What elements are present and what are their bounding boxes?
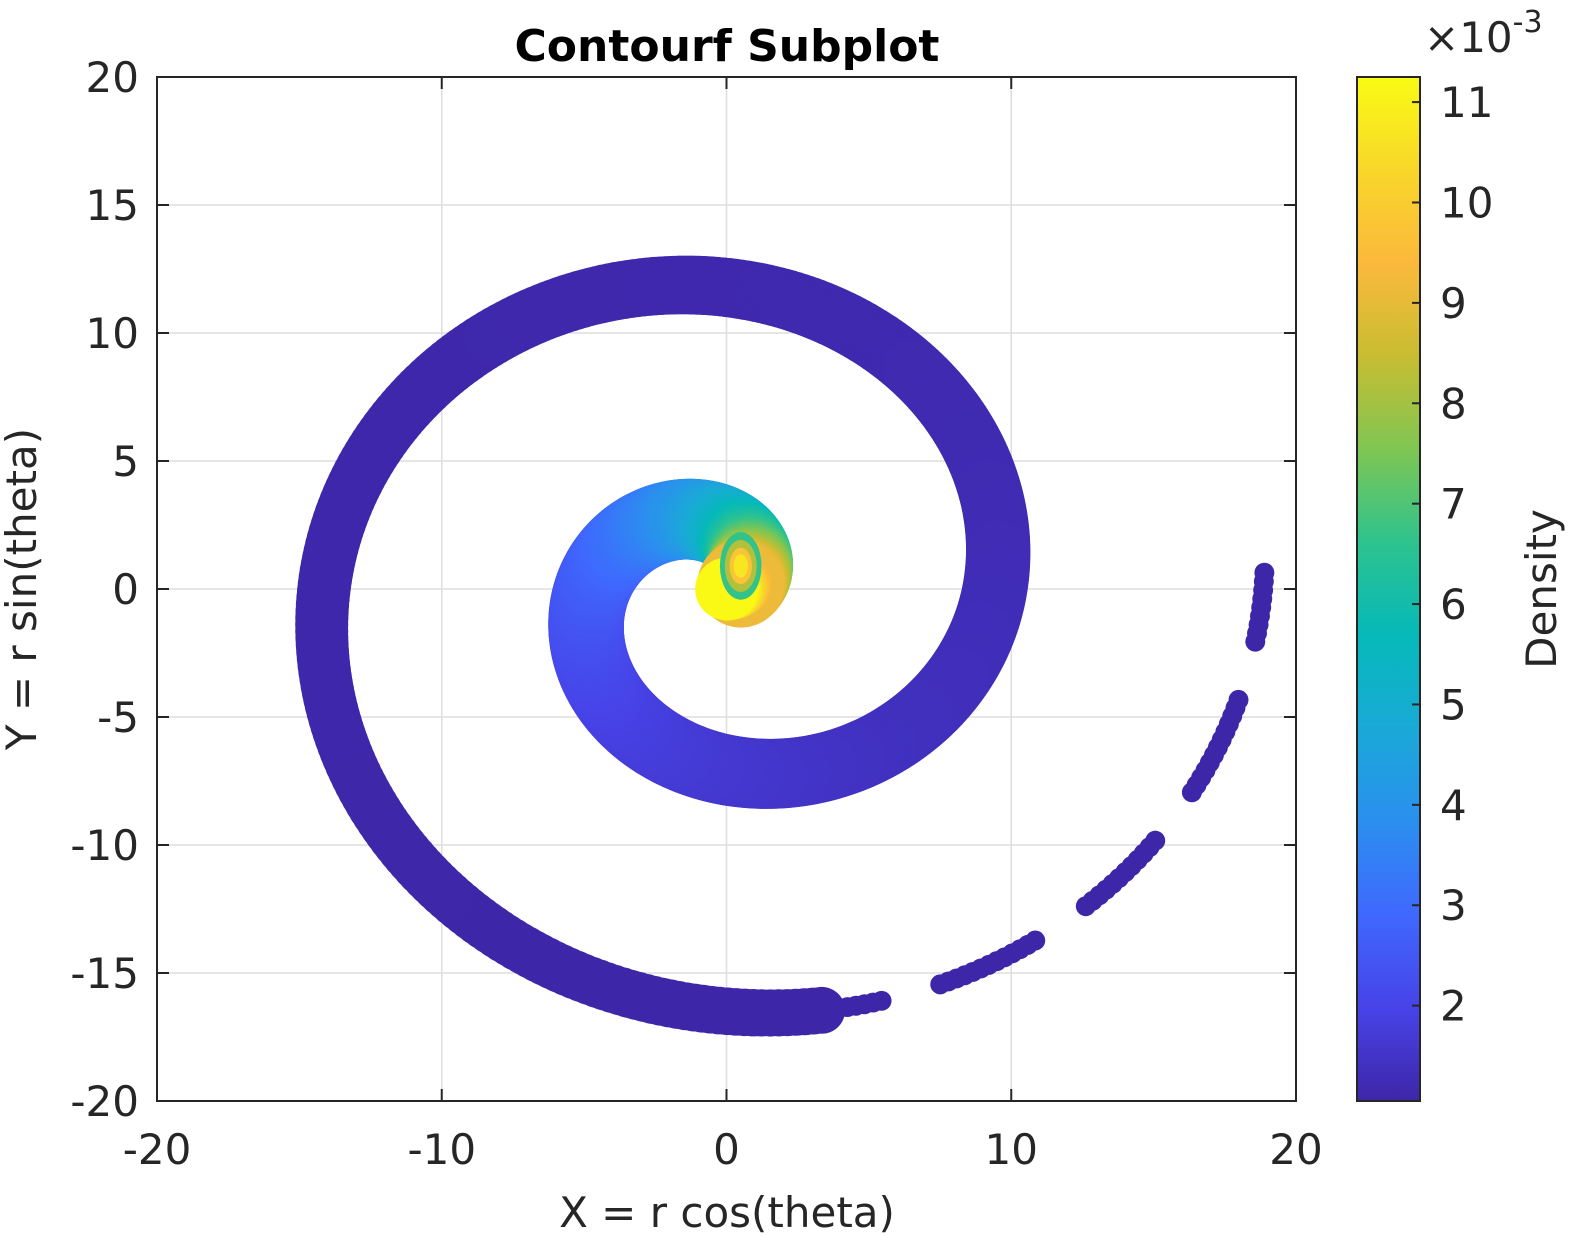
x-axis: -20 -10 0 10 20 [123,77,1323,1174]
colorbar-exponent-power: -3 [1513,5,1543,40]
x-tick-label: -20 [123,1125,192,1174]
colorbar-label: Density [1517,509,1566,669]
chart-title: Contourf Subplot [515,21,940,72]
x-tick-label: 10 [985,1125,1038,1174]
density-contour-patch [930,974,951,995]
colorbar: 2 3 4 5 6 7 8 9 10 11 [1356,76,1493,1102]
colorbar-tick-label: 2 [1440,982,1467,1031]
y-tick-label: 5 [112,437,139,486]
x-tick-label: 0 [713,1125,740,1174]
x-tick-label: -10 [407,1125,476,1174]
colorbar-tick-label: 7 [1440,480,1467,529]
spiral-density-fill [295,255,1275,1037]
density-contour-patch [1075,896,1096,917]
colorbar-tick-label: 8 [1440,379,1467,428]
colorbar-exponent-base: ×10 [1424,13,1513,62]
y-tick-label: -20 [70,1077,139,1126]
y-tick-label: -5 [97,693,139,742]
density-contour-patch [1245,631,1266,652]
x-tick-label: 20 [1269,1125,1322,1174]
density-contour-patch [1181,782,1202,803]
colorbar-exponent: ×10-3 [1424,5,1543,62]
colorbar-tick-label: 11 [1440,78,1493,127]
colorbar-tick-label: 9 [1440,279,1467,328]
colorbar-tick-label: 10 [1440,178,1493,227]
y-axis: -20 -15 -10 -5 0 5 10 15 20 [70,53,1296,1126]
colorbar-tick-label: 4 [1440,781,1467,830]
y-tick-label: -10 [70,821,139,870]
y-axis-label: Y = r sin(theta) [0,428,46,751]
y-tick-label: -15 [70,949,139,998]
y-tick-label: 20 [86,53,139,102]
density-peak-contour [733,554,748,578]
y-tick-label: 10 [86,309,139,358]
colorbar-tick-label: 3 [1440,881,1467,930]
colorbar-tick-label: 6 [1440,580,1467,629]
colorbar-tick-label: 5 [1440,680,1467,729]
y-tick-label: 15 [86,181,139,230]
colorbar-gradient [1356,76,1421,1102]
y-tick-label: 0 [112,565,139,614]
x-axis-label: X = r cos(theta) [559,1188,895,1236]
